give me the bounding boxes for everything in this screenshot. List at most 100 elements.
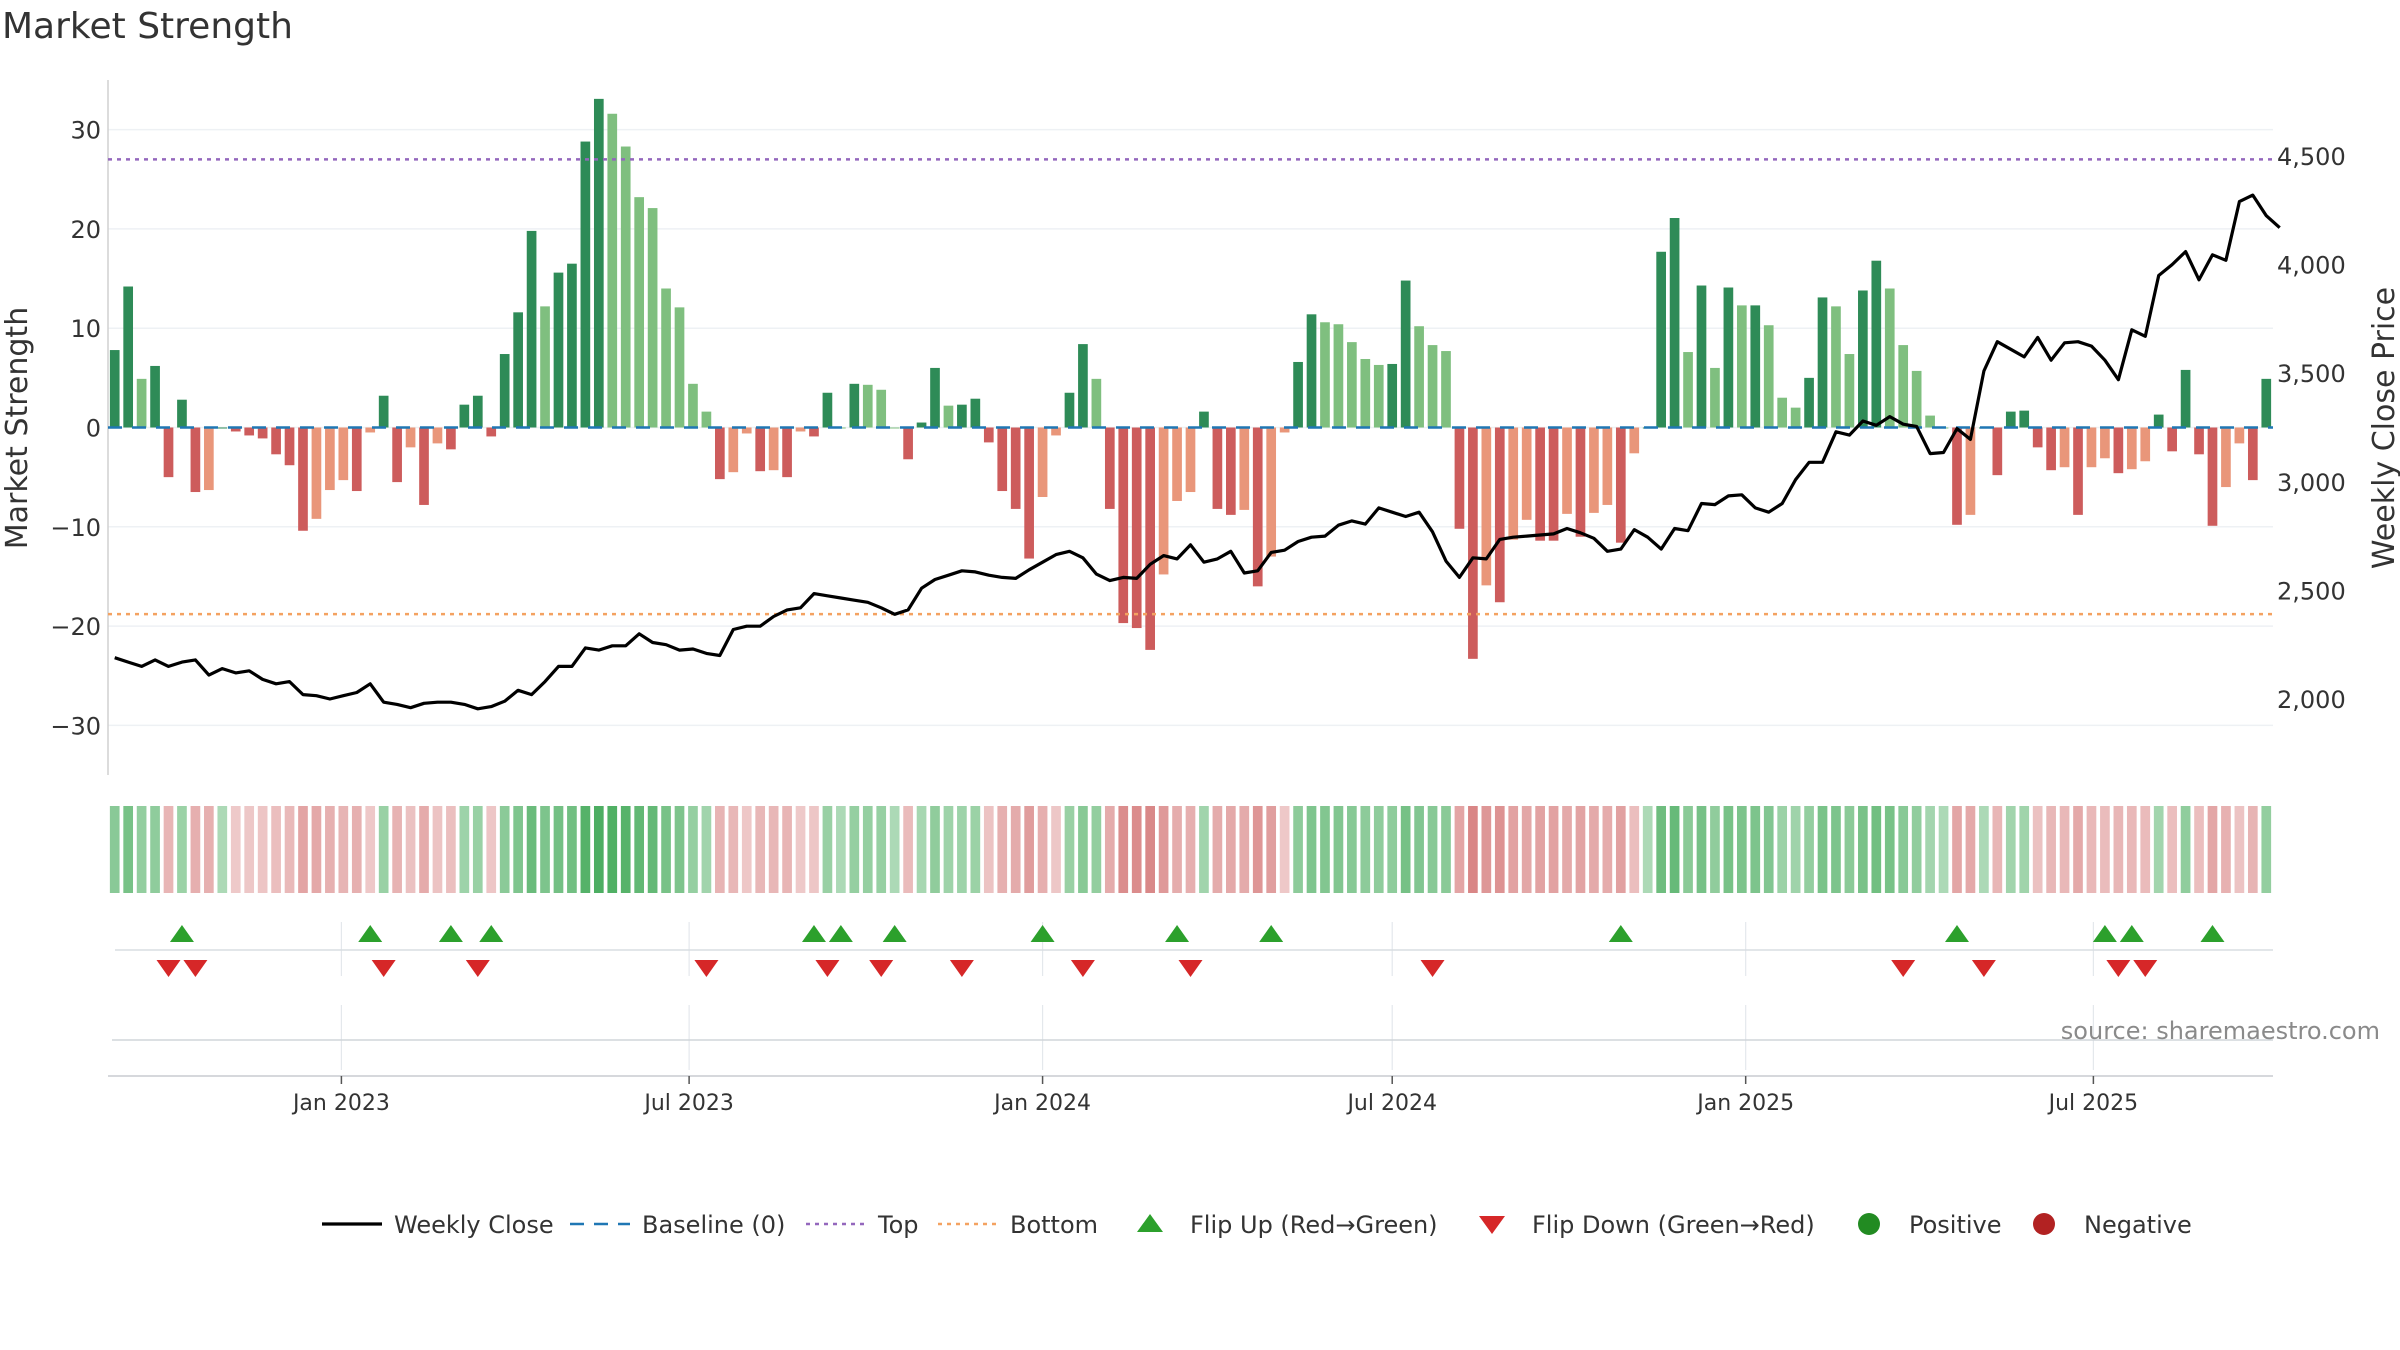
heat-strip-cell [2073,806,2083,893]
strength-bar [1871,260,1882,428]
heat-strip-cell [580,806,591,893]
heat-strip-cell [1252,806,1263,893]
heat-strip-cell [1387,806,1398,893]
strength-bar [2100,427,2110,459]
strength-bar [150,365,160,428]
strength-bar [257,427,268,439]
strength-bar [916,422,927,428]
heat-strip-cell [1226,806,1236,893]
strength-bar [2086,427,2097,468]
heat-strip-cell [2221,806,2231,893]
heat-strip-cell [1831,806,1841,893]
heat-strip-cell [1777,806,1788,893]
strength-bar [177,399,187,428]
strength-bar [1844,354,1855,428]
strength-bar [1051,427,1061,436]
strength-bar [2005,411,2016,428]
flip-up-marker [828,925,853,942]
right-tick-label: 2,500 [2277,577,2346,605]
heat-strip-cell [1414,806,1424,893]
strength-bar [1145,427,1155,650]
strength-bar [109,350,120,428]
strength-bar [1293,361,1303,428]
strength-bar [782,427,792,478]
strength-bar [1414,326,1424,428]
heat-strip-cell [392,806,402,893]
strength-bar [1104,427,1115,509]
strength-bar [701,411,712,428]
right-tick-label: 4,500 [2277,143,2346,171]
heat-strip-cell [1145,806,1155,893]
heat-strip-cell [795,806,806,893]
strength-bar [661,288,671,428]
strength-bar [2019,410,2030,428]
strength-bar [970,398,981,428]
strength-bar [271,427,281,455]
heat-strip-cell [217,806,228,893]
strength-bar [1763,325,1774,428]
strength-bar [405,427,416,448]
heat-strip-cell [526,806,537,893]
legend-swatch-flip-up [1137,1214,1163,1232]
strength-bar [1064,392,1075,428]
strength-bar [1172,427,1182,501]
strength-bar [1252,427,1263,587]
heat-strip-cell [1333,806,1344,893]
heat-strip-cell [298,806,308,893]
x-tick-label: Jan 2024 [992,1091,1091,1116]
heat-strip-cell [1790,806,1801,893]
left-tick-label: 0 [86,415,101,443]
heat-strip-cell [755,806,766,893]
heat-strip-cell [1884,806,1895,893]
heat-strip-cell [688,806,698,893]
heat-strip-cell [2019,806,2030,893]
heat-strip-cell [1360,806,1371,893]
strength-bar [1266,427,1277,557]
strength-bar [1615,427,1626,543]
flip-up-marker [479,925,504,942]
x-tick-label: Jul 2023 [642,1091,734,1116]
strength-bar [1239,427,1250,510]
strength-bar [715,427,725,480]
heat-strip-cell [916,806,927,893]
heat-strip-cell [1952,806,1962,893]
strength-bar [1736,305,1747,428]
left-axis-title: Market Strength [0,307,35,549]
flip-down-marker [1070,960,1095,977]
strength-bar [795,427,806,432]
strength-bar [593,98,604,428]
heat-strip-cell [593,806,604,893]
strength-bar [2247,427,2258,481]
strength-bar [2207,427,2218,526]
heat-strip-cell [2059,806,2070,893]
strength-bar [1320,322,1330,428]
heat-strip-cell [553,806,564,893]
strength-bar [1884,288,1895,428]
legend: Weekly Close Baseline (0) Top Bottom Flip Up… [322,1211,2192,1239]
heat-strip-cell [1521,806,1532,893]
heat-strip-cell [1212,806,1223,893]
heat-strip-cell [2100,806,2110,893]
heat-strip-cell [768,806,779,893]
strength-bar [419,427,429,505]
strength-bar [472,395,483,428]
strength-bar [1494,427,1505,603]
heat-strip-cell [486,806,497,893]
heat-strip-cell [190,806,201,893]
strength-bar [688,383,698,428]
strength-bar [862,384,873,428]
heat-strip-cell [2140,806,2151,893]
heat-strip-cell [661,806,671,893]
heat-strip-cell [311,806,322,893]
left-tick-label: 30 [70,117,101,145]
heat-strip-cell [1373,806,1384,893]
heat-strip-cell [1172,806,1182,893]
strength-bar [1911,370,1922,428]
heat-strip-cell [1575,806,1586,893]
strength-bar [903,427,913,460]
strength-bar [930,367,940,428]
strength-bar [755,427,766,472]
strength-bar [1858,290,1868,428]
heat-strip-cell [177,806,187,893]
right-tick-label: 4,000 [2277,252,2346,280]
